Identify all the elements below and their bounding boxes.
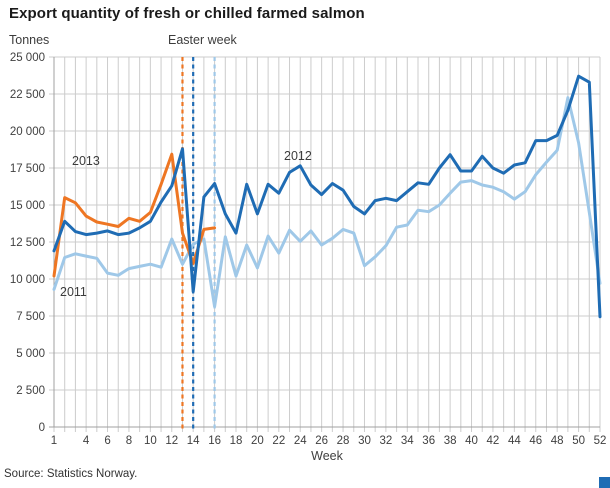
grid-lines — [49, 56, 601, 432]
x-tick-label: 32 — [379, 435, 392, 447]
x-tick-label: 28 — [337, 435, 350, 447]
x-tick-label: 16 — [208, 435, 221, 447]
y-tick-label: 15 000 — [10, 200, 45, 212]
series-line-2011 — [52, 96, 602, 309]
easter-week-annotation: Easter week — [168, 33, 237, 47]
x-tick-label: 8 — [126, 435, 132, 447]
x-tick-label: 52 — [594, 435, 607, 447]
x-tick-label: 24 — [294, 435, 307, 447]
y-tick-label: 5 000 — [16, 348, 45, 360]
y-tick-label: 2 500 — [16, 385, 45, 397]
chart-title: Export quantity of fresh or chilled farm… — [9, 5, 365, 22]
series-label-2011: 2011 — [60, 285, 87, 299]
y-tick-label: 7 500 — [16, 311, 45, 323]
x-tick-label: 38 — [444, 435, 457, 447]
y-tick-label: 10 000 — [10, 274, 45, 286]
x-tick-label: 40 — [465, 435, 478, 447]
x-tick-label: 36 — [422, 435, 435, 447]
x-tick-label: 30 — [358, 435, 371, 447]
x-axis-title: Week — [311, 449, 343, 463]
x-tick-label: 14 — [187, 435, 200, 447]
x-tick-label: 12 — [165, 435, 178, 447]
source-note: Source: Statistics Norway. — [4, 468, 138, 480]
series-label-2012: 2012 — [284, 149, 312, 163]
series-line-2012 — [52, 74, 602, 319]
ssb-blue-corner-mark — [599, 477, 610, 488]
y-tick-label: 0 — [39, 422, 45, 434]
y-axis-tick-labels: 0 2 500 5 000 7 500 10 000 12 500 15 000 17 500… — [10, 52, 45, 434]
y-tick-label: 20 000 — [10, 126, 45, 138]
x-tick-label: 48 — [551, 435, 564, 447]
x-tick-label: 44 — [508, 435, 521, 447]
y-tick-label: 12 500 — [10, 237, 45, 249]
x-tick-label: 4 — [83, 435, 90, 447]
series-label-2013: 2013 — [72, 154, 100, 168]
x-tick-label: 22 — [272, 435, 285, 447]
x-tick-label: 26 — [315, 435, 328, 447]
salmon-export-line-chart: 0 2 500 5 000 7 500 10 000 12 500 15 000 17 500… — [10, 52, 607, 463]
x-tick-label: 42 — [487, 435, 500, 447]
x-tick-label: 20 — [251, 435, 264, 447]
x-tick-label: 6 — [104, 435, 110, 447]
series-line-2013 — [52, 152, 217, 278]
x-tick-label: 46 — [529, 435, 542, 447]
x-tick-label: 18 — [230, 435, 243, 447]
x-tick-label: 34 — [401, 435, 414, 447]
x-tick-label: 10 — [144, 435, 157, 447]
y-tick-label: 17 500 — [10, 163, 45, 175]
y-tick-label: 25 000 — [10, 52, 45, 64]
x-tick-label: 50 — [572, 435, 585, 447]
y-axis-unit-label: Tonnes — [9, 33, 50, 47]
x-axis-tick-labels: 1 4 6 8 10 12 14 16 18 20 22 24 26 28 30 32 34 36 38 40 42 44… — [51, 435, 607, 447]
y-tick-label: 22 500 — [10, 89, 45, 101]
x-tick-label: 1 — [51, 435, 57, 447]
